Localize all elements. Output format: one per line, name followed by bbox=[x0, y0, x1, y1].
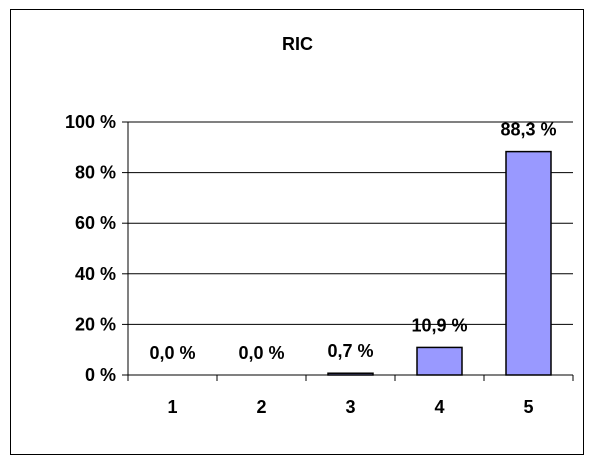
x-tick-label: 3 bbox=[345, 397, 355, 417]
axes bbox=[122, 121, 574, 381]
x-tick-label: 2 bbox=[256, 397, 266, 417]
y-tick-label: 40 % bbox=[75, 264, 116, 284]
x-tick-label: 1 bbox=[167, 397, 177, 417]
gridlines bbox=[128, 121, 573, 325]
data-label: 88,3 % bbox=[500, 120, 556, 140]
data-label: 10,9 % bbox=[411, 315, 467, 335]
bar bbox=[505, 150, 552, 376]
y-tick-label: 0 % bbox=[85, 365, 116, 385]
y-tick-label: 60 % bbox=[75, 213, 116, 233]
y-tick-label: 100 % bbox=[65, 112, 116, 132]
labels: 0 % 20 % 40 % 60 % 80 % 100 % 1 0,0 % 2 0,0 % 3 0,7… bbox=[65, 112, 557, 417]
bars bbox=[327, 150, 552, 376]
chart-frame bbox=[10, 9, 584, 455]
x-tick-label: 5 bbox=[523, 397, 533, 417]
data-label: 0,0 % bbox=[149, 343, 195, 363]
chart-title: RIC bbox=[282, 34, 313, 54]
data-label: 0,0 % bbox=[238, 343, 284, 363]
data-label: 0,7 % bbox=[327, 341, 373, 361]
bar bbox=[327, 372, 374, 376]
y-tick-label: 20 % bbox=[75, 314, 116, 334]
y-tick-label: 80 % bbox=[75, 163, 116, 183]
bar bbox=[416, 346, 463, 376]
x-tick-label: 4 bbox=[434, 397, 444, 417]
